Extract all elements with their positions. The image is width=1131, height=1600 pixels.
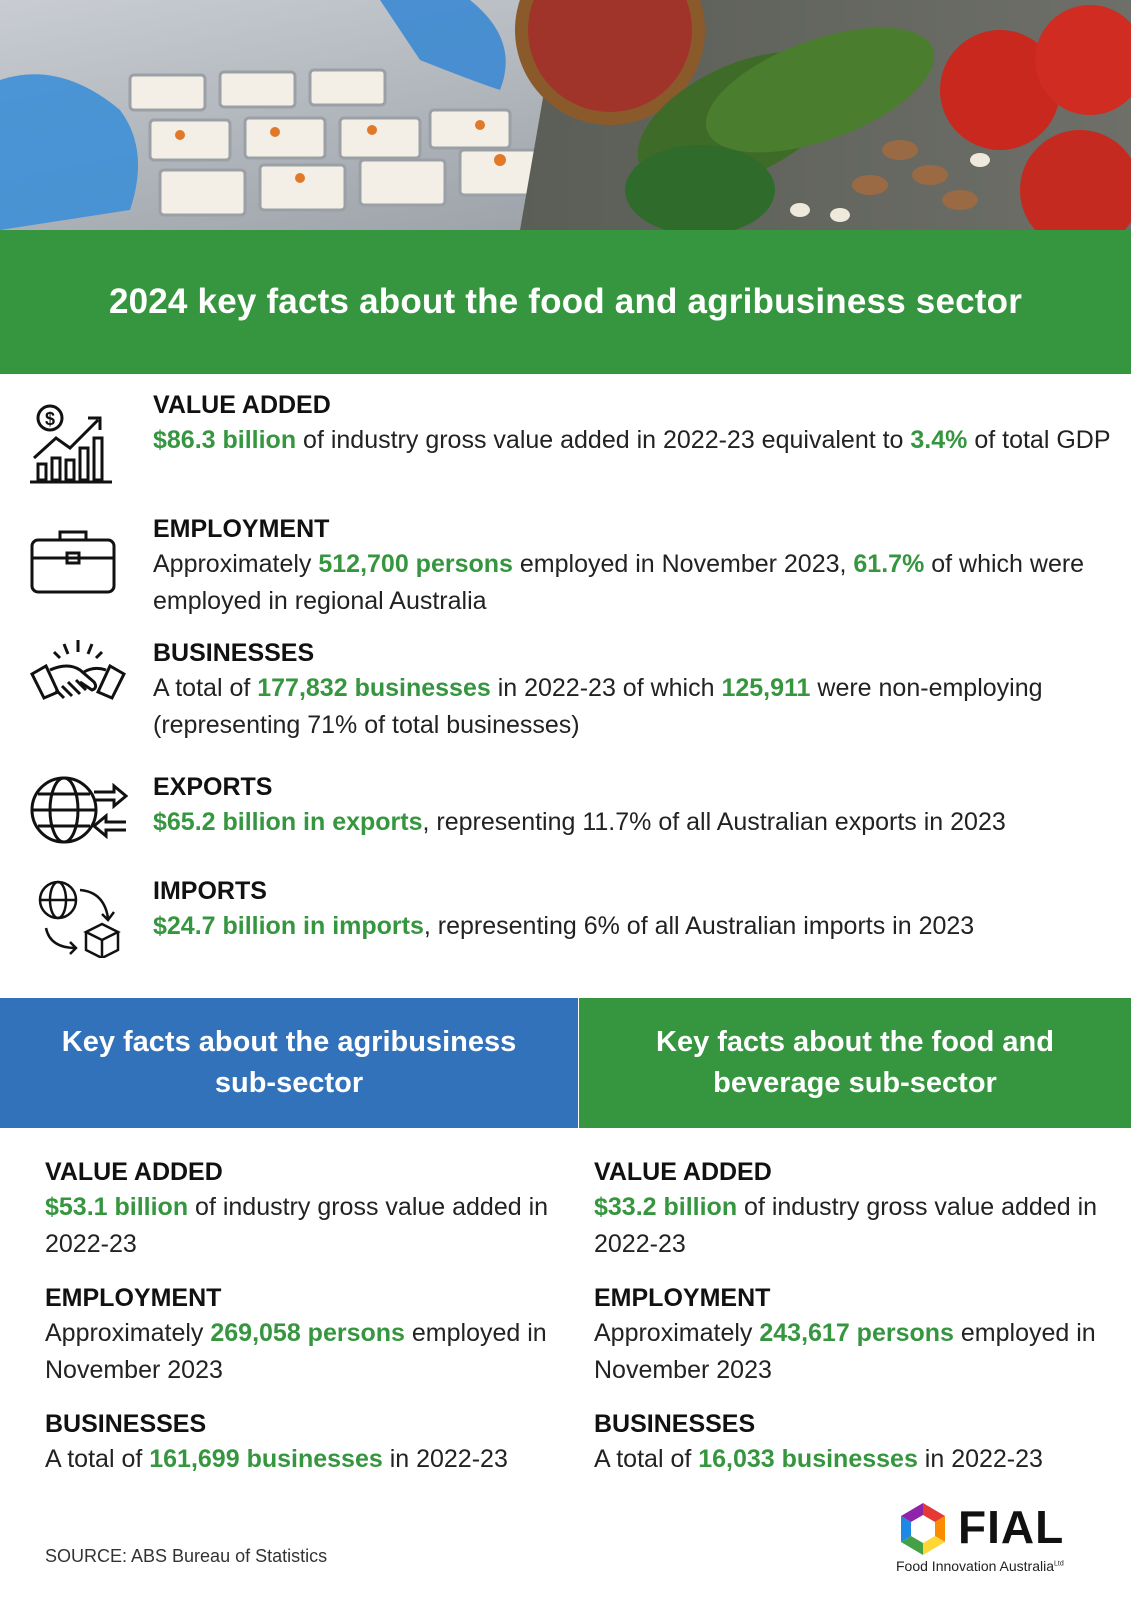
food-employment: EMPLOYMENT Approximately 243,617 persons… xyxy=(594,1281,1114,1389)
food-value-added: VALUE ADDED $33.2 billion of industry gr… xyxy=(594,1155,1114,1263)
hero-photo xyxy=(0,0,1131,230)
body-text: employed in November 2023, xyxy=(512,550,854,578)
body-text: in 2022-23 xyxy=(382,1445,508,1473)
highlight-value: 177,832 businesses xyxy=(257,674,491,702)
highlight-value: 512,700 persons xyxy=(318,550,513,578)
block-body: $33.2 billion of industry gross value ad… xyxy=(594,1189,1114,1263)
body-text: in 2022-23 xyxy=(917,1445,1043,1473)
block-heading: BUSINESSES xyxy=(594,1410,756,1438)
fact-body: $24.7 billion in imports, representing 6… xyxy=(153,908,1111,945)
agri-employment: EMPLOYMENT Approximately 269,058 persons… xyxy=(45,1281,565,1389)
food-beverage-column: VALUE ADDED $33.2 billion of industry gr… xyxy=(594,1155,1114,1496)
highlight-value: $53.1 billion xyxy=(45,1193,189,1221)
body-text: in 2022-23 of which xyxy=(490,674,722,702)
highlight-value: 3.4% xyxy=(910,426,968,454)
main-banner: 2024 key facts about the food and agribu… xyxy=(0,230,1131,374)
fact-heading: EMPLOYMENT xyxy=(153,515,330,543)
block-body: A total of 16,033 businesses in 2022-23 xyxy=(594,1441,1114,1478)
fial-logo-mark-icon xyxy=(901,1503,945,1555)
fial-logo: FIAL Food Innovation AustraliaLtd xyxy=(896,1500,1096,1580)
logo-tagline: Food Innovation AustraliaLtd xyxy=(896,1558,1064,1574)
fact-heading: EXPORTS xyxy=(153,773,273,801)
fact-body: A total of 177,832 businesses in 2022-23… xyxy=(153,670,1111,744)
block-body: A total of 161,699 businesses in 2022-23 xyxy=(45,1441,565,1478)
body-text: , representing 11.7% of all Australian e… xyxy=(422,808,1006,836)
highlight-value: $86.3 billion xyxy=(153,426,297,454)
fact-heading: VALUE ADDED xyxy=(153,391,331,419)
globe-export-icon xyxy=(28,770,129,860)
body-text: of which were employed in regional Austr… xyxy=(153,550,1085,615)
body-text: Approximately xyxy=(153,550,319,578)
block-body: $53.1 billion of industry gross value ad… xyxy=(45,1189,565,1263)
block-heading: EMPLOYMENT xyxy=(45,1284,222,1312)
body-text: A total of xyxy=(594,1445,699,1473)
body-text: of industry gross value added in 2022-23 xyxy=(594,1193,1098,1258)
fact-heading: BUSINESSES xyxy=(153,639,315,667)
block-heading: EMPLOYMENT xyxy=(594,1284,771,1312)
logo-name: FIAL xyxy=(958,1501,1065,1553)
fact-body: $86.3 billion of industry gross value ad… xyxy=(153,422,1111,459)
highlight-value: 269,058 persons xyxy=(210,1319,405,1347)
highlight-value: $65.2 billion in exports xyxy=(153,808,423,836)
source-note: SOURCE: ABS Bureau of Statistics xyxy=(45,1546,328,1566)
block-heading: VALUE ADDED xyxy=(45,1158,223,1186)
highlight-value: 243,617 persons xyxy=(759,1319,954,1347)
handshake-icon xyxy=(28,636,128,726)
highlight-value: $24.7 billion in imports xyxy=(153,912,424,940)
fact-heading: IMPORTS xyxy=(153,877,267,905)
food-beverage-title: Key facts about the food and beverage su… xyxy=(656,1026,1054,1099)
body-text: were non-employing (representing 71% of … xyxy=(153,674,1043,739)
fact-body: Approximately 512,700 persons employed i… xyxy=(153,546,1111,620)
body-text: of industry gross value added in 2022-23 xyxy=(45,1193,549,1258)
body-text: of total GDP xyxy=(967,426,1111,454)
highlight-value: 61.7% xyxy=(853,550,925,578)
food-businesses: BUSINESSES A total of 16,033 businesses … xyxy=(594,1407,1114,1478)
food-beverage-header: Key facts about the food and beverage su… xyxy=(579,998,1131,1128)
body-text: A total of xyxy=(153,674,258,702)
body-text: , representing 6% of all Australian impo… xyxy=(423,912,975,940)
briefcase-icon xyxy=(28,526,128,616)
agri-businesses: BUSINESSES A total of 161,699 businesses… xyxy=(45,1407,565,1478)
body-text: Approximately xyxy=(45,1319,211,1347)
block-heading: VALUE ADDED xyxy=(594,1158,772,1186)
body-text: employed in November 2023 xyxy=(45,1319,547,1384)
body-text: A total of xyxy=(45,1445,150,1473)
globe-import-icon xyxy=(28,878,128,968)
svg-text:$: $ xyxy=(45,409,55,429)
highlight-value: 125,911 xyxy=(721,674,811,702)
block-body: Approximately 243,617 persons employed i… xyxy=(594,1315,1114,1389)
body-text: Approximately xyxy=(594,1319,760,1347)
block-body: Approximately 269,058 persons employed i… xyxy=(45,1315,565,1389)
block-heading: BUSINESSES xyxy=(45,1410,207,1438)
value-chart-icon: $ xyxy=(28,398,128,488)
body-text: of industry gross value added in 2022-23… xyxy=(296,426,911,454)
highlight-value: 161,699 businesses xyxy=(149,1445,383,1473)
page-title: 2024 key facts about the food and agribu… xyxy=(108,282,1023,321)
agribusiness-column: VALUE ADDED $53.1 billion of industry gr… xyxy=(45,1155,565,1496)
highlight-value: 16,033 businesses xyxy=(698,1445,918,1473)
body-text: employed in November 2023 xyxy=(594,1319,1096,1384)
highlight-value: $33.2 billion xyxy=(594,1193,738,1221)
agri-value-added: VALUE ADDED $53.1 billion of industry gr… xyxy=(45,1155,565,1263)
agribusiness-title: Key facts about the agribusiness sub-sec… xyxy=(61,1026,517,1099)
agribusiness-header: Key facts about the agribusiness sub-sec… xyxy=(0,998,578,1128)
fact-body: $65.2 billion in exports, representing 1… xyxy=(153,804,1111,841)
